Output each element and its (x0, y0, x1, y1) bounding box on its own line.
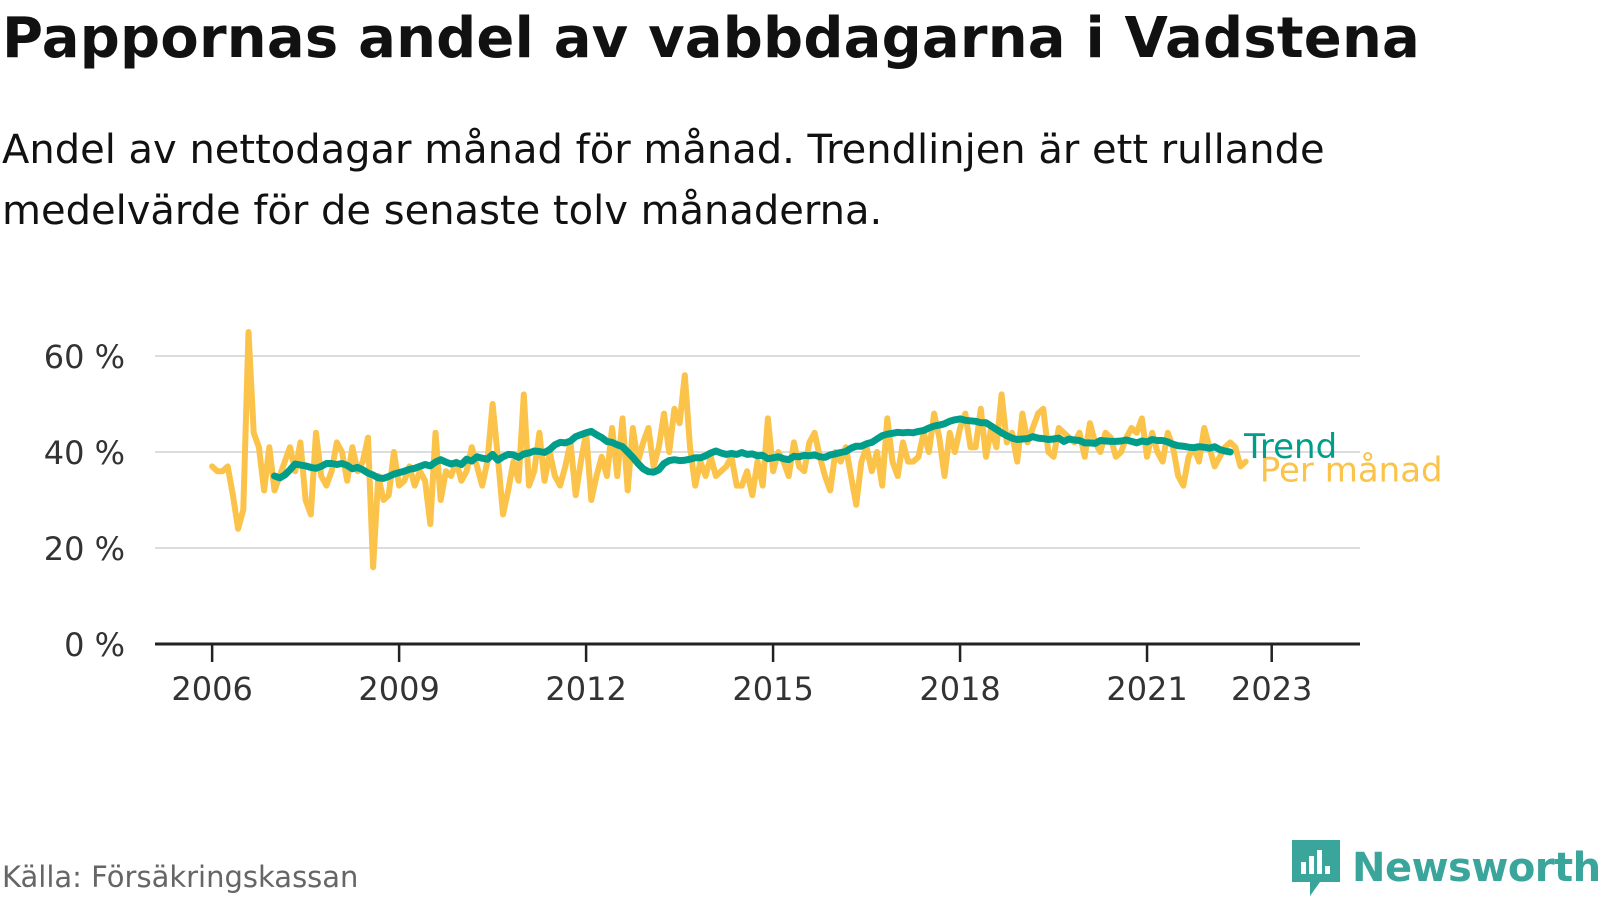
x-tick-label: 2021 (1106, 670, 1187, 708)
x-tick-label: 2018 (919, 670, 1000, 708)
y-tick-label: 40 % (44, 434, 125, 472)
chart-subtitle: Andel av nettodagar månad för månad. Tre… (2, 127, 1325, 234)
brand-name: Newsworthy (1352, 845, 1600, 891)
line-chart: 0 % 20 % 40 % 60 % 2006 2009 2012 2015 2018 2021 2… (44, 329, 1443, 708)
x-tick-label: 2006 (171, 670, 252, 708)
series-label-trend: Trend (1243, 427, 1337, 467)
x-tick-label: 2009 (358, 670, 439, 708)
x-tick-label: 2015 (732, 670, 813, 708)
series-line-trend (271, 415, 1234, 482)
x-tick-label: 2023 (1231, 670, 1312, 708)
y-tick-label: 0 % (64, 626, 125, 664)
chart-title: Pappornas andel av vabbdagarna i Vadsten… (2, 6, 1421, 71)
series-label-per-manad: Per månad (1260, 451, 1443, 491)
source-note: Källa: Försäkringskassan (2, 860, 359, 894)
brand-logo-block: Newsworthy (1290, 838, 1600, 898)
newsworthy-logo-icon (1292, 840, 1340, 896)
series-line-per-manad (209, 329, 1249, 571)
x-tick-label: 2012 (545, 670, 626, 708)
y-tick-label: 20 % (44, 530, 125, 568)
y-tick-label: 60 % (44, 338, 125, 376)
